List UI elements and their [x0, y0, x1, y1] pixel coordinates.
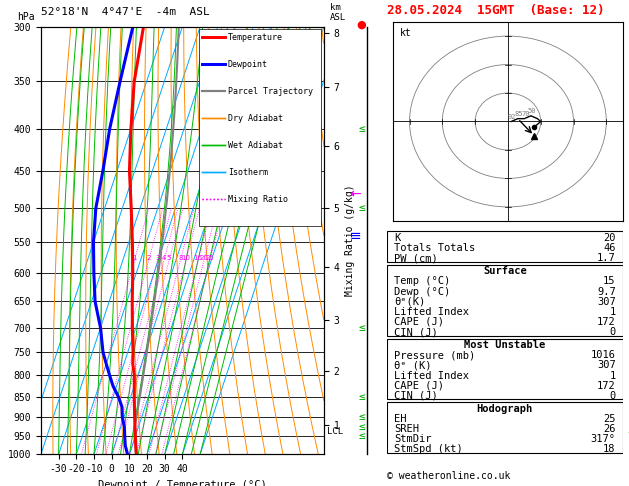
- Text: kt: kt: [399, 28, 411, 38]
- Text: 20: 20: [199, 255, 208, 261]
- FancyBboxPatch shape: [199, 29, 321, 226]
- Text: Isotherm: Isotherm: [228, 168, 268, 176]
- Text: Dewpoint: Dewpoint: [228, 60, 268, 69]
- Text: 52°18'N  4°47'E  -4m  ASL: 52°18'N 4°47'E -4m ASL: [41, 7, 209, 17]
- Text: LCL: LCL: [327, 427, 343, 436]
- Text: StmDir: StmDir: [394, 434, 431, 444]
- Text: 46: 46: [603, 243, 616, 253]
- Text: Lifted Index: Lifted Index: [394, 307, 469, 317]
- Text: 1: 1: [132, 255, 136, 261]
- Text: Isotherm: Isotherm: [228, 168, 268, 176]
- Text: K: K: [394, 233, 400, 243]
- Text: 4: 4: [162, 255, 166, 261]
- Text: Dewp (°C): Dewp (°C): [394, 287, 450, 296]
- Text: 3: 3: [155, 255, 160, 261]
- Bar: [387, 339, 623, 399]
- Text: 1: 1: [610, 370, 616, 381]
- Text: 16: 16: [193, 255, 203, 261]
- Text: ≤: ≤: [359, 431, 365, 441]
- Text: 18: 18: [603, 444, 616, 454]
- Text: © weatheronline.co.uk: © weatheronline.co.uk: [387, 471, 510, 481]
- Text: ≤: ≤: [359, 422, 365, 432]
- Text: 25: 25: [603, 414, 616, 424]
- Text: 15: 15: [603, 277, 616, 286]
- Text: Lifted Index: Lifted Index: [394, 370, 469, 381]
- Text: Hodograph: Hodograph: [477, 404, 533, 414]
- Text: Wet Adiabat: Wet Adiabat: [228, 141, 282, 150]
- Text: 317°: 317°: [591, 434, 616, 444]
- Text: 1016: 1016: [591, 350, 616, 360]
- Text: StmSpd (kt): StmSpd (kt): [394, 444, 463, 454]
- Text: PW (cm): PW (cm): [394, 253, 438, 263]
- Text: CAPE (J): CAPE (J): [394, 381, 444, 391]
- Bar: [387, 231, 623, 262]
- Text: θᵉ (K): θᵉ (K): [394, 361, 431, 370]
- Text: 8: 8: [178, 255, 182, 261]
- Text: 85: 85: [515, 111, 523, 117]
- Text: Mixing Ratio: Mixing Ratio: [228, 194, 287, 204]
- Text: 25: 25: [206, 255, 214, 261]
- Text: Most Unstable: Most Unstable: [464, 340, 545, 350]
- Text: ≤: ≤: [359, 124, 365, 134]
- Text: 28.05.2024  15GMT  (Base: 12): 28.05.2024 15GMT (Base: 12): [387, 4, 604, 17]
- Text: 26: 26: [603, 424, 616, 434]
- Text: 1: 1: [610, 307, 616, 317]
- Text: 0: 0: [610, 327, 616, 337]
- Text: CIN (J): CIN (J): [394, 327, 438, 337]
- Text: ≤: ≤: [359, 412, 365, 422]
- Text: 1.7: 1.7: [597, 253, 616, 263]
- Y-axis label: Mixing Ratio (g/kg): Mixing Ratio (g/kg): [345, 185, 355, 296]
- Text: 5: 5: [167, 255, 171, 261]
- Text: 70: 70: [521, 111, 530, 117]
- Text: ●: ●: [357, 19, 367, 29]
- Text: θᵉ(K): θᵉ(K): [394, 297, 425, 307]
- Text: 0: 0: [610, 391, 616, 401]
- Text: Wet Adiabat: Wet Adiabat: [228, 141, 282, 150]
- Text: 2: 2: [147, 255, 151, 261]
- Text: Pressure (mb): Pressure (mb): [394, 350, 475, 360]
- Text: CIN (J): CIN (J): [394, 391, 438, 401]
- Text: Mixing Ratio: Mixing Ratio: [228, 194, 287, 204]
- Text: 172: 172: [597, 317, 616, 327]
- Text: 92: 92: [508, 114, 516, 120]
- Text: CAPE (J): CAPE (J): [394, 317, 444, 327]
- Text: hPa: hPa: [17, 13, 35, 22]
- Text: 50: 50: [528, 108, 536, 114]
- Text: ←: ←: [350, 188, 361, 201]
- Text: ≤: ≤: [359, 203, 365, 213]
- X-axis label: Dewpoint / Temperature (°C): Dewpoint / Temperature (°C): [98, 480, 267, 486]
- Text: Parcel Trajectory: Parcel Trajectory: [228, 87, 313, 96]
- Text: 307: 307: [597, 361, 616, 370]
- Text: ≡: ≡: [350, 229, 361, 243]
- Text: Temp (°C): Temp (°C): [394, 277, 450, 286]
- Text: 10: 10: [181, 255, 191, 261]
- Text: Dry Adiabat: Dry Adiabat: [228, 114, 282, 123]
- Bar: [387, 402, 623, 453]
- Text: ≤: ≤: [359, 323, 365, 333]
- Text: Surface: Surface: [483, 266, 526, 277]
- Text: Parcel Trajectory: Parcel Trajectory: [228, 87, 313, 96]
- Text: Totals Totals: Totals Totals: [394, 243, 475, 253]
- Text: 307: 307: [597, 297, 616, 307]
- Text: Dewpoint: Dewpoint: [228, 60, 268, 69]
- Text: Temperature: Temperature: [228, 33, 282, 42]
- Text: 172: 172: [597, 381, 616, 391]
- Bar: [387, 265, 623, 336]
- Text: 20: 20: [603, 233, 616, 243]
- Text: km
ASL: km ASL: [330, 3, 346, 22]
- Text: Dry Adiabat: Dry Adiabat: [228, 114, 282, 123]
- Text: SREH: SREH: [394, 424, 419, 434]
- Text: EH: EH: [394, 414, 406, 424]
- Text: Temperature: Temperature: [228, 33, 282, 42]
- Text: 9.7: 9.7: [597, 287, 616, 296]
- Text: ≤: ≤: [359, 392, 365, 402]
